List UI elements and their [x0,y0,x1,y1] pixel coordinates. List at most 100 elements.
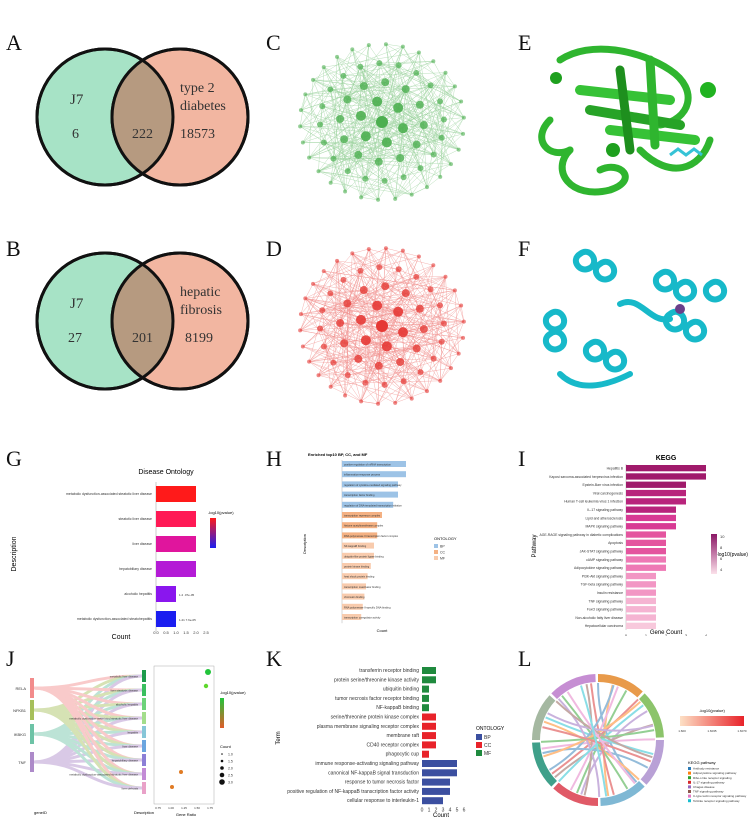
panel-label-e: E [518,30,532,55]
network-edge [323,346,346,396]
network-node [443,274,448,279]
term-bar [142,726,146,738]
venn-left-only-count: 6 [72,127,79,142]
network-edge [377,61,434,102]
network-node [398,123,409,134]
panel-label-f: F [518,236,531,261]
color-legend-bar [711,534,717,574]
legend-title: -log10(pvalue) [716,552,748,558]
x-axis-title: Count [377,628,389,633]
network-node [393,102,404,113]
network-edge [378,323,445,366]
network-edge [343,269,399,344]
y-tick-label: Viral carcinogenesis [593,491,624,495]
bar-label: 1.21 7.6e-05 [179,618,196,622]
network-edge [426,305,462,392]
legend-title: -log10(pvalue) [699,708,725,713]
network-node [321,269,326,274]
network-node [419,121,428,130]
sankey-flow [33,760,143,790]
network-edge [360,45,370,198]
size-legend-dot [219,779,225,785]
network-edge [360,311,399,320]
network-node [343,393,348,398]
network-edge [322,310,331,387]
network-edge [426,176,441,188]
network-node [340,276,347,283]
chart-j: -log10(pvalue) Count Gene Ratio geneID D… [13,665,246,817]
bar [342,491,398,498]
color-legend-bar [680,716,744,726]
network-node [424,389,429,394]
network-edge [323,346,404,382]
x-axis-title: Gene Ratio [176,812,197,817]
sankey-flow [33,686,143,706]
chord-link [555,700,653,759]
network-edge [365,328,424,341]
network-node [427,286,434,293]
network-edge [385,44,401,158]
bar [626,606,656,613]
chart-title: Disease Ontology [138,469,194,476]
y-tick-label: phagocytic cup [386,752,420,758]
network-edge [430,265,434,290]
network-edge [339,66,361,120]
bar [342,532,378,539]
network-node [354,354,363,363]
network-node [401,85,410,94]
x-tick-label: 1.75 [207,806,213,810]
pathway-swatch [688,785,691,789]
network-node [327,86,334,93]
network-edge [330,89,345,140]
network-edge [418,52,428,188]
network-node [415,304,424,313]
network-edge [322,265,434,311]
network-node [376,320,388,332]
network-edge [312,79,331,90]
x-tick-label: 1.5 [183,630,189,635]
panel-label-l: L [518,646,532,671]
network-node [344,372,351,379]
network-edge [411,117,465,195]
network-edge [339,118,379,200]
network-node [298,108,303,113]
network-node [430,355,437,362]
network-edge [360,62,380,67]
network-edge [347,45,369,172]
bar-label: RNA polymerase II-specific DNA-binding [344,605,391,609]
network-edge [400,328,425,363]
network-edge [360,66,442,138]
y-tick-label: metabolic dysfunction-associated steatoh… [77,617,152,621]
ppi-network-c [298,42,466,202]
bar-label: heat shock protein binding [344,575,375,579]
bar-label: RNA polymerase II transcription factor c… [344,534,399,538]
network-edge [300,270,361,331]
network-node [336,318,345,327]
chord-arc [598,674,643,698]
network-edge [337,260,399,270]
venn-right-label-line2: diabetes [180,99,226,114]
network-edge [405,88,464,118]
network-edge [330,62,380,90]
network-node [317,121,324,128]
network-node [431,59,436,64]
legend-title: -log10(pvalue) [208,510,234,515]
network-edge [339,322,396,403]
bar [342,501,394,508]
panel-label-i: I [518,446,526,471]
network-edge [443,305,462,324]
network-node [395,266,402,273]
x-tick-label: 1 [645,633,648,636]
term-label: hepatitis [128,731,139,735]
y-tick-label: ubiquitin binding [383,687,419,693]
chord-arc [532,742,557,787]
network-edge [405,292,462,306]
network-edge [343,139,366,179]
y-tick-label: Human T-cell leukemia virus 1 infection [564,500,623,504]
term-bar [142,684,146,696]
x-axis-title: Gene Count [650,630,683,636]
sankey-flow [33,716,143,736]
network-node [344,168,351,175]
network-edge [300,313,341,324]
bar [342,563,371,569]
